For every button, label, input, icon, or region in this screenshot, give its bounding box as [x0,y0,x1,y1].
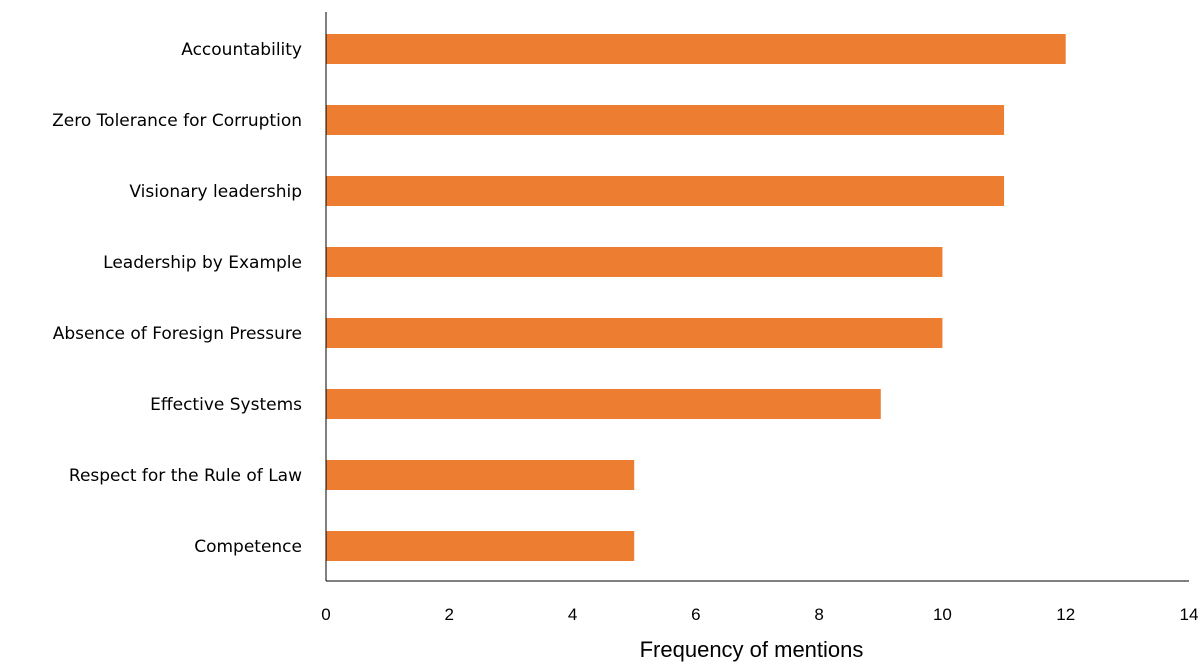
x-tick-labels: 0 2 4 6 8 10 12 14 [321,605,1198,624]
bar [326,34,1066,64]
x-tick-label: 6 [691,605,700,624]
x-axis-title: Frequency of mentions [640,637,864,662]
category-label: Competence [194,537,302,557]
category-labels: Accountability Zero Tolerance for Corrupt… [52,40,302,557]
x-tick-label: 10 [933,605,952,624]
bar [326,176,1005,206]
x-tick-label: 12 [1056,605,1075,624]
bar [326,105,1005,135]
bar [326,318,943,348]
bar [326,460,635,490]
category-label: Visionary leadership [129,182,302,202]
category-label: Zero Tolerance for Corruption [52,111,302,131]
bars [326,34,1066,561]
category-label: Absence of Foresign Pressure [53,324,302,344]
x-tick-label: 8 [814,605,823,624]
x-tick-label: 2 [445,605,454,624]
bar [326,247,943,277]
category-label: Respect for the Rule of Law [69,466,302,486]
bar [326,531,635,561]
x-tick-label: 4 [568,605,577,624]
category-label: Leadership by Example [103,253,302,273]
bar [326,389,881,419]
x-tick-label: 0 [321,605,330,624]
category-label: Effective Systems [150,395,302,415]
category-label: Accountability [181,40,302,60]
x-tick-label: 14 [1180,605,1199,624]
